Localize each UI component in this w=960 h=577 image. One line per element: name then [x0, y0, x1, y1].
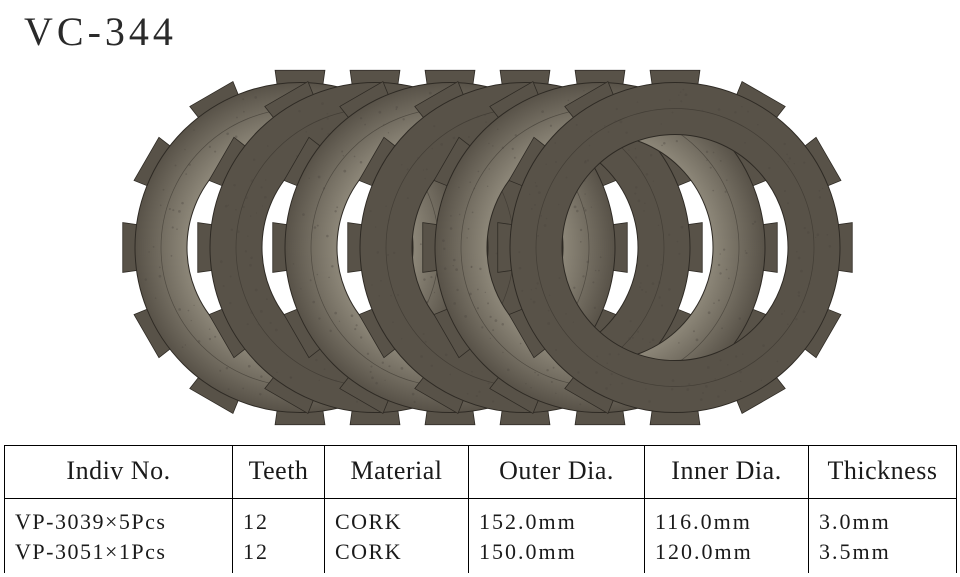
table-row: VP-3051×1Pcs12CORK150.0mm120.0mm3.5mm	[5, 537, 957, 573]
cell-inner: 116.0mm	[645, 499, 809, 538]
column-header-material: Material	[325, 446, 469, 499]
spec-table: Indiv No.TeethMaterialOuter Dia.Inner Di…	[4, 445, 957, 573]
column-header-outer: Outer Dia.	[469, 446, 645, 499]
column-header-teeth: Teeth	[233, 446, 325, 499]
table-row: VP-3039×5Pcs12CORK152.0mm116.0mm3.0mm	[5, 499, 957, 538]
product-code: VC-344	[24, 8, 177, 55]
cell-teeth: 12	[233, 499, 325, 538]
cell-teeth: 12	[233, 537, 325, 573]
cell-material: CORK	[325, 499, 469, 538]
cell-thick: 3.5mm	[809, 537, 957, 573]
cell-outer: 150.0mm	[469, 537, 645, 573]
cell-outer: 152.0mm	[469, 499, 645, 538]
column-header-inner: Inner Dia.	[645, 446, 809, 499]
column-header-thick: Thickness	[809, 446, 957, 499]
cell-material: CORK	[325, 537, 469, 573]
column-header-indiv: Indiv No.	[5, 446, 233, 499]
cell-inner: 120.0mm	[645, 537, 809, 573]
table-header-row: Indiv No.TeethMaterialOuter Dia.Inner Di…	[5, 446, 957, 499]
cell-thick: 3.0mm	[809, 499, 957, 538]
cell-indiv: VP-3039×5Pcs	[5, 499, 233, 538]
clutch-discs-image	[0, 60, 960, 440]
cell-indiv: VP-3051×1Pcs	[5, 537, 233, 573]
clutch-disc	[492, 65, 858, 436]
